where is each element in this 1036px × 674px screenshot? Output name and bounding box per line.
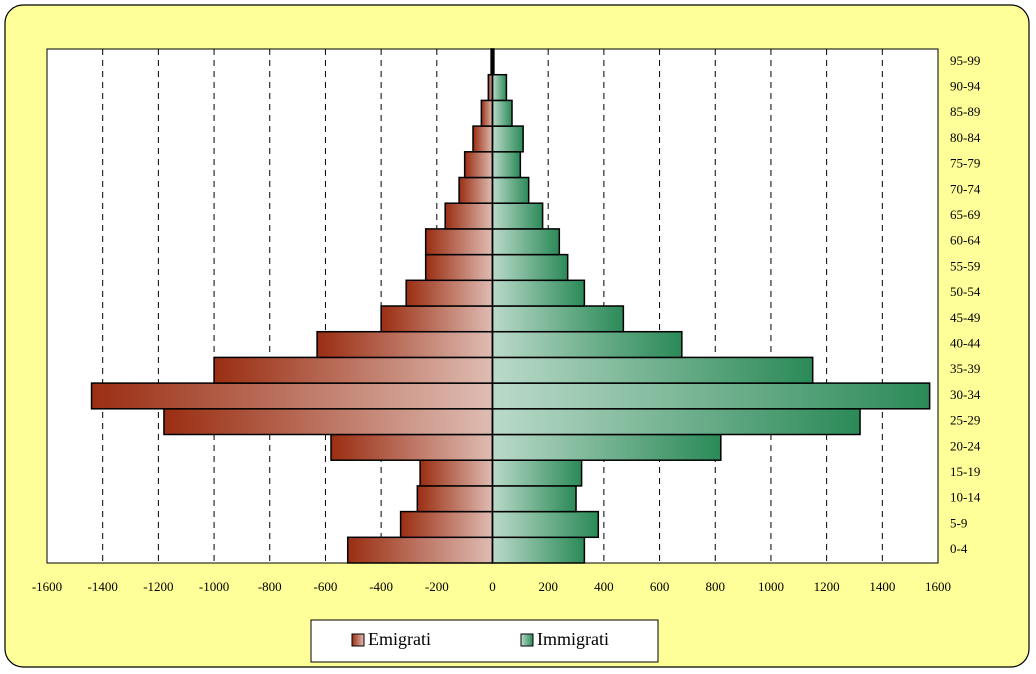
x-tick-label: -1400 [88,579,118,594]
bar [330,433,494,461]
bar [399,510,494,539]
bar [491,305,625,333]
bar [90,382,494,410]
bar [491,202,544,230]
bar [491,228,561,256]
bar [316,330,494,359]
bar [491,510,600,539]
y-tick-label: 55-59 [950,258,980,273]
y-tick-label: 15-19 [950,464,980,479]
bar [458,176,494,204]
y-tick-label: 0-4 [950,541,968,556]
bar [472,125,494,153]
bar [491,176,530,204]
x-tick-label: -400 [369,579,393,594]
bar [491,279,586,307]
y-tick-label: 60-64 [950,233,981,248]
bar [491,125,524,153]
bar [491,356,814,384]
bar [491,99,513,127]
y-tick-label: 65-69 [950,207,980,222]
bar [380,305,494,333]
y-tick-label: 35-39 [950,361,980,376]
x-tick-label: 0 [489,579,496,594]
bar [491,536,586,564]
x-tick-label: -600 [314,579,338,594]
x-tick-label: 1400 [869,579,895,594]
x-tick-label: 600 [650,579,670,594]
bar [346,536,494,564]
bar [491,459,583,487]
x-tick-label: 400 [594,579,614,594]
y-tick-label: 45-49 [950,310,980,325]
bar [213,356,494,384]
bar [491,408,861,436]
bar [491,73,508,102]
y-tick-label: 95-99 [950,53,980,68]
x-tick-label: -200 [425,579,449,594]
x-tick-label: 1200 [814,579,840,594]
x-tick-label: -1200 [143,579,173,594]
bar [419,459,494,487]
bar [405,279,494,307]
y-tick-label: 80-84 [950,130,981,145]
y-tick-label: 50-54 [950,284,981,299]
bar [491,485,577,513]
legend [310,619,659,663]
bar [463,151,494,179]
y-tick-label: 85-89 [950,104,980,119]
y-tick-label: 5-9 [950,515,967,530]
bar [491,330,683,359]
bar [444,202,494,230]
bar [491,151,522,179]
y-tick-label: 10-14 [950,490,981,505]
y-tick-label: 90-94 [950,79,981,94]
bar [491,253,569,282]
x-tick-label: -800 [258,579,282,594]
bar [480,99,494,127]
legend-swatch [520,633,534,647]
y-tick-label: 20-24 [950,438,981,453]
x-tick-label: -1600 [32,579,62,594]
y-tick-label: 30-34 [950,387,981,402]
bar [424,228,494,256]
legend-label: Emigrati [368,629,431,649]
bar [491,433,722,461]
legend-label: Immigrati [537,629,609,649]
x-tick-label: 200 [538,579,558,594]
y-tick-label: 40-44 [950,336,981,351]
x-tick-label: -1000 [199,579,229,594]
x-tick-label: 1000 [758,579,784,594]
legend-swatch [351,633,365,647]
x-tick-label: 800 [706,579,726,594]
y-tick-label: 25-29 [950,413,980,428]
bar [416,485,494,513]
bar [424,253,494,282]
bar [491,382,931,410]
x-tick-label: 1600 [925,579,951,594]
y-tick-label: 75-79 [950,156,980,171]
y-tick-label: 70-74 [950,181,981,196]
bar [163,408,494,436]
